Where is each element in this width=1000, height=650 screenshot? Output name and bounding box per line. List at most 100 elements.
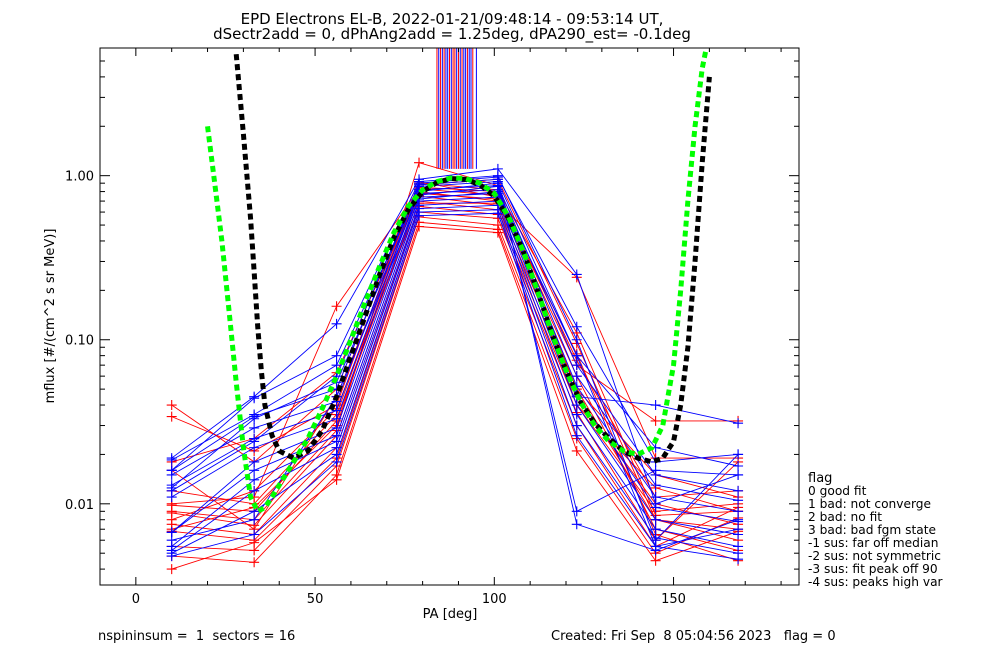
blue-marker-3-7 <box>733 485 744 496</box>
x-tick-label-2: 100 <box>482 592 507 607</box>
blue-marker-8-5 <box>571 409 582 420</box>
blue-marker-5-1 <box>249 456 260 467</box>
blue-marker-12-2 <box>331 360 342 371</box>
blue-marker-10-2 <box>331 456 342 467</box>
blue-marker-3-5 <box>571 360 582 371</box>
blue-marker-15-4 <box>492 170 503 181</box>
blue-series-8 <box>171 204 739 551</box>
blue-marker-10-0 <box>166 551 177 562</box>
blue-marker-0-2 <box>331 318 342 329</box>
blue-marker-13-0 <box>166 482 177 493</box>
red-series-14 <box>171 182 739 530</box>
blue-series-11 <box>171 178 739 551</box>
blue-marker-15-2 <box>331 350 342 361</box>
red-series-11 <box>171 186 739 505</box>
blue-marker-12-6 <box>650 465 661 476</box>
blue-marker-4-6 <box>650 480 661 491</box>
blue-marker-11-1 <box>249 436 260 447</box>
legend: 0 good fit 1 bad: not converge 2 bad: no… <box>808 484 944 589</box>
blue-marker-15-7 <box>733 449 744 460</box>
blue-marker-15-3 <box>414 176 425 187</box>
red-series-13 <box>171 188 739 505</box>
blue-marker-7-1 <box>249 474 260 485</box>
blue-marker-2-1 <box>249 422 260 433</box>
blue-marker-14-7 <box>733 524 744 535</box>
blue-marker-4-7 <box>733 495 744 506</box>
blue-marker-10-7 <box>733 554 744 565</box>
red-series-7 <box>171 216 739 551</box>
plot-frame <box>99 47 800 586</box>
red-marker-9-6 <box>650 555 661 566</box>
legend-title: flag <box>808 471 832 486</box>
red-marker-9-0 <box>166 564 177 575</box>
footer-right: Created: Fri Sep 8 05:04:56 2023 flag = … <box>551 629 836 644</box>
legend-item-2: 2 bad: no fit <box>808 510 882 524</box>
red-marker-9-5 <box>571 445 582 456</box>
blue-marker-7-6 <box>650 514 661 525</box>
red-marker-9-2 <box>331 474 342 485</box>
blue-marker-13-6 <box>650 400 661 411</box>
blue-marker-12-7 <box>733 469 744 480</box>
red-marker-1-0 <box>166 411 177 422</box>
y-tick-label-0: 0.01 <box>65 498 94 513</box>
y-axis-label: mflux [#/(cm^2 s sr MeV)] <box>43 229 58 404</box>
blue-marker-0-5 <box>571 269 582 280</box>
blue-marker-11-5 <box>571 519 582 530</box>
blue-marker-12-5 <box>571 506 582 517</box>
legend-item-7: -4 sus: peaks high var <box>808 575 944 589</box>
blue-marker-15-1 <box>249 393 260 404</box>
blue-marker-8-6 <box>650 524 661 535</box>
blue-marker-6-6 <box>650 502 661 513</box>
legend-item-6: -3 sus: fit peak off 90 <box>808 562 938 576</box>
blue-marker-13-1 <box>249 413 260 424</box>
y-tick-label-1: 0.10 <box>65 334 94 349</box>
red-series-12 <box>171 192 739 530</box>
red-series-3 <box>171 195 739 541</box>
blue-marker-4-5 <box>571 371 582 382</box>
red-marker-8-1 <box>249 557 260 568</box>
blue-marker-15-6 <box>650 535 661 546</box>
blue-marker-13-7 <box>733 418 744 429</box>
blue-marker-5-6 <box>650 492 661 503</box>
blue-marker-10-3 <box>414 210 425 221</box>
blue-series-7 <box>171 200 739 547</box>
x-tick-label-1: 50 <box>307 592 324 607</box>
red-marker-10-3 <box>414 157 425 168</box>
red-marker-15-0 <box>166 514 177 525</box>
red-marker-12-6 <box>650 415 661 426</box>
blue-marker-10-5 <box>571 430 582 441</box>
blue-marker-15-5 <box>571 334 582 345</box>
x-tick-label-3: 150 <box>661 592 686 607</box>
footer-left: nspininsum = 1 sectors = 16 <box>98 629 295 644</box>
legend-item-0: 0 good fit <box>808 484 867 498</box>
chart-title-line1: EPD Electrons EL-B, 2022-01-21/09:48:14 … <box>241 10 664 28</box>
blue-series-12 <box>171 182 739 512</box>
blue-series-4 <box>171 189 739 501</box>
blue-marker-12-0 <box>166 454 177 465</box>
red-series-0 <box>171 178 739 530</box>
green-fit-curve <box>205 49 709 515</box>
chart-title-line2: dSectr2add = 0, dPhAng2add = 1.25deg, dP… <box>213 25 691 44</box>
red-marker-13-2 <box>331 301 342 312</box>
red-marker-0-0 <box>166 400 177 411</box>
blue-marker-11-7 <box>733 514 744 525</box>
blue-marker-10-1 <box>249 529 260 540</box>
red-series-10 <box>171 162 739 521</box>
blue-series-6 <box>171 196 739 533</box>
blue-marker-14-1 <box>249 514 260 525</box>
legend-item-1: 1 bad: not converge <box>808 497 931 511</box>
blue-marker-14-0 <box>166 535 177 546</box>
blue-marker-5-7 <box>733 506 744 517</box>
x-axis-label: PA [deg] <box>423 607 478 622</box>
legend-item-5: -2 sus: not symmetric <box>808 549 941 563</box>
blue-marker-14-5 <box>571 350 582 361</box>
blue-series-10 <box>171 212 739 560</box>
blue-marker-8-1 <box>249 485 260 496</box>
blue-marker-15-0 <box>166 465 177 476</box>
blue-marker-10-4 <box>492 208 503 219</box>
red-series-4 <box>171 200 739 526</box>
y-tick-label-2: 1.00 <box>65 170 94 185</box>
blue-series-0 <box>171 168 739 505</box>
